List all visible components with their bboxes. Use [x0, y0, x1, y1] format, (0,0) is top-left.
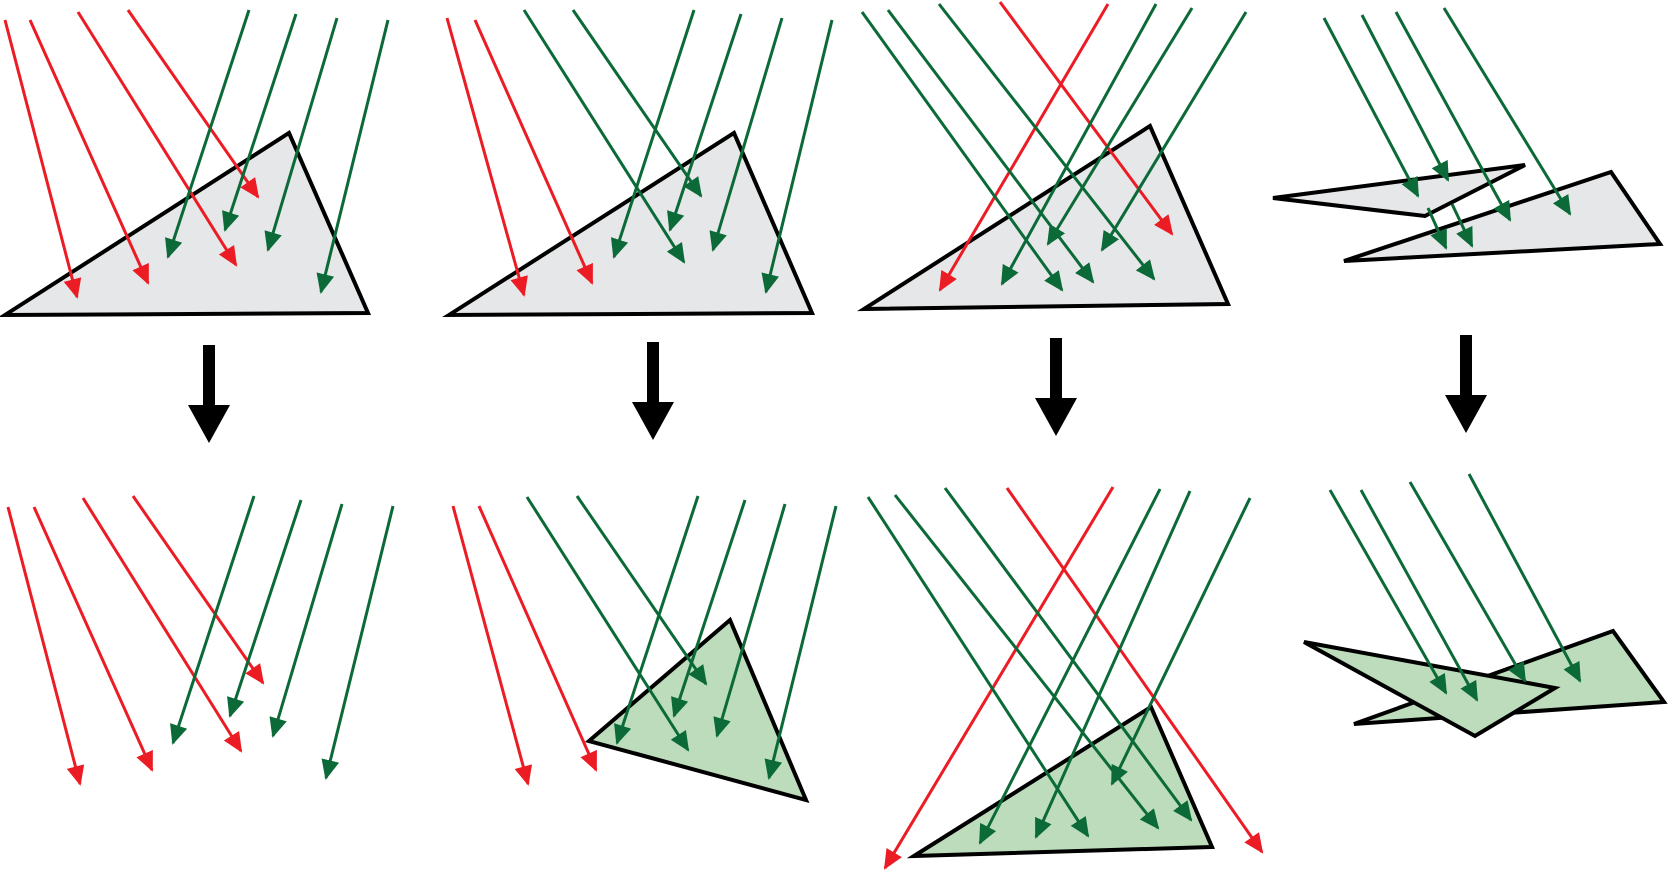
red-ray: [28, 19, 150, 285]
surface-triangle: [1272, 163, 1526, 219]
surface-triangle: [906, 704, 1216, 859]
green-ray: [1046, 7, 1194, 246]
green-ray: [893, 494, 1160, 830]
green-ray: [709, 17, 784, 252]
panel-1: [0, 9, 395, 786]
red-ray: [32, 506, 154, 772]
green-ray: [610, 9, 696, 259]
green-ray: [1034, 490, 1192, 839]
red-ray: [81, 497, 243, 753]
down-arrow-shaft: [1460, 335, 1472, 397]
green-ray: [1100, 11, 1248, 252]
red-ray: [477, 505, 598, 772]
panel-1-after: [6, 495, 395, 786]
panel-4-transition-arrow: [1445, 335, 1487, 433]
red-ray: [473, 19, 594, 285]
down-arrow-shaft: [203, 345, 215, 407]
green-ray: [170, 495, 256, 745]
red-ray: [883, 486, 1115, 870]
red-ray: [938, 3, 1110, 292]
green-ray: [866, 496, 1090, 838]
panel-4-before: [1272, 7, 1664, 263]
panel-1-before: [0, 9, 390, 318]
panel-4: [1272, 7, 1668, 739]
green-ray: [943, 487, 1193, 822]
green-ray: [667, 13, 743, 232]
panel-3-transition-arrow: [1035, 338, 1077, 436]
green-ray: [522, 9, 686, 264]
green-ray: [1394, 11, 1512, 222]
down-arrow-head: [1445, 395, 1487, 433]
green-ray: [713, 503, 787, 738]
green-ray: [575, 495, 708, 686]
red-ray: [3, 19, 82, 299]
green-ray: [1322, 17, 1420, 198]
panel-3-before: [857, 1, 1248, 312]
down-arrow-head: [188, 405, 230, 443]
green-ray: [227, 499, 303, 718]
green-ray: [165, 9, 251, 259]
down-arrow-head: [632, 402, 674, 440]
green-ray: [1442, 7, 1572, 216]
panel-3-after: [866, 486, 1264, 870]
panel-4-after: [1303, 473, 1668, 739]
green-ray: [671, 499, 747, 718]
down-arrow-shaft: [1050, 338, 1062, 400]
green-ray: [269, 503, 344, 738]
panel-2-after: [451, 495, 838, 804]
green-ray: [978, 488, 1162, 845]
surface-triangle: [0, 130, 372, 318]
panel-2-before: [442, 9, 834, 318]
green-ray: [321, 505, 395, 780]
red-ray: [131, 495, 265, 685]
red-ray: [445, 17, 528, 297]
green-ray: [1360, 14, 1450, 182]
surface-triangle: [1303, 640, 1561, 739]
red-ray: [998, 1, 1174, 236]
green-ray: [264, 17, 339, 252]
green-ray: [761, 19, 834, 294]
down-arrow-shaft: [647, 342, 659, 404]
red-ray: [1005, 487, 1264, 854]
green-ray: [525, 496, 690, 752]
green-ray: [614, 495, 700, 745]
green-ray: [316, 19, 390, 294]
red-ray: [126, 9, 260, 199]
red-ray: [76, 11, 238, 267]
green-ray: [1359, 489, 1479, 702]
panel-2-transition-arrow: [632, 342, 674, 440]
green-ray: [222, 13, 298, 232]
red-ray: [6, 506, 85, 786]
green-ray: [860, 11, 1064, 292]
green-ray: [1467, 473, 1582, 683]
surface-triangle: [584, 616, 810, 804]
red-ray: [451, 505, 533, 786]
down-arrow-head: [1035, 398, 1077, 436]
panel-3: [857, 1, 1264, 870]
green-ray: [571, 9, 703, 198]
green-ray: [1450, 203, 1474, 248]
green-ray: [764, 505, 838, 780]
surface-triangle: [442, 130, 816, 318]
panel-2: [442, 9, 838, 804]
green-ray: [1408, 481, 1527, 683]
green-ray: [1426, 207, 1448, 250]
green-ray: [1000, 3, 1158, 286]
panel-1-transition-arrow: [188, 345, 230, 443]
green-ray: [1328, 489, 1448, 695]
green-ray: [1110, 497, 1252, 786]
